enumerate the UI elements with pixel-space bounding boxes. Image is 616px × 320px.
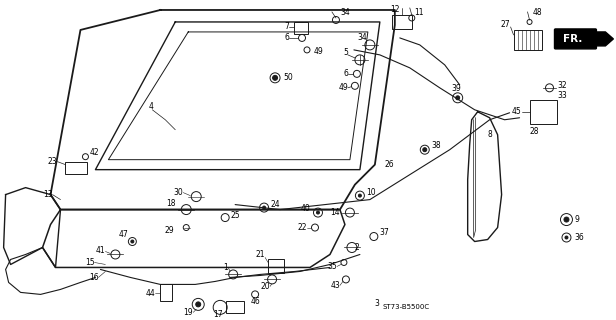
Text: 43: 43 [330, 281, 340, 290]
Text: 27: 27 [501, 20, 511, 29]
Text: 17: 17 [213, 310, 223, 319]
Text: 41: 41 [95, 246, 105, 255]
Text: 28: 28 [530, 127, 539, 136]
Text: 29: 29 [164, 226, 174, 235]
Circle shape [262, 206, 265, 209]
Text: 36: 36 [575, 233, 584, 242]
Text: 4: 4 [148, 102, 153, 111]
Text: 44: 44 [145, 289, 155, 298]
Text: 7: 7 [284, 22, 289, 31]
Text: 22: 22 [298, 223, 307, 232]
Bar [160, 284, 172, 301]
Circle shape [317, 211, 320, 214]
Text: 13: 13 [43, 190, 52, 199]
FancyArrow shape [593, 32, 614, 46]
Circle shape [564, 217, 569, 222]
Text: 49: 49 [314, 47, 324, 56]
Text: 2: 2 [355, 243, 360, 252]
Bar [530, 100, 557, 124]
Bar [268, 260, 284, 274]
Bar [514, 30, 541, 50]
Text: 30: 30 [174, 188, 183, 197]
Text: 42: 42 [89, 148, 99, 157]
Text: 32: 32 [557, 81, 567, 90]
Circle shape [456, 96, 460, 100]
Text: ST73-B5500C: ST73-B5500C [383, 304, 430, 310]
Text: 6: 6 [284, 33, 289, 43]
Text: 10: 10 [366, 188, 376, 197]
Text: 14: 14 [330, 208, 340, 217]
Text: 9: 9 [575, 215, 579, 224]
Text: 34: 34 [358, 33, 368, 43]
Circle shape [565, 236, 568, 239]
Text: 21: 21 [256, 250, 265, 259]
Text: 45: 45 [512, 107, 522, 116]
Text: 33: 33 [557, 91, 567, 100]
Text: 11: 11 [414, 8, 423, 18]
Text: 15: 15 [85, 258, 94, 267]
Text: 12: 12 [390, 5, 400, 14]
Text: 8: 8 [488, 130, 492, 139]
Text: 6: 6 [343, 69, 348, 78]
Bar [294, 22, 308, 34]
Text: 50: 50 [283, 73, 293, 82]
Circle shape [196, 302, 201, 307]
Text: 1: 1 [224, 263, 228, 272]
Bar [65, 162, 87, 174]
Bar [226, 301, 244, 313]
Text: 40: 40 [300, 204, 310, 213]
Text: 34: 34 [340, 8, 350, 18]
Text: 47: 47 [119, 230, 128, 239]
Circle shape [131, 240, 134, 243]
Text: 26: 26 [385, 160, 394, 169]
Text: 35: 35 [327, 262, 337, 271]
Text: 5: 5 [343, 48, 348, 57]
Text: 48: 48 [533, 8, 542, 18]
Circle shape [359, 194, 362, 197]
Text: 38: 38 [432, 141, 442, 150]
Text: 37: 37 [380, 228, 389, 237]
Circle shape [272, 75, 278, 80]
Text: 19: 19 [184, 308, 193, 317]
Text: FR.: FR. [564, 34, 583, 44]
Bar [392, 15, 411, 29]
FancyBboxPatch shape [554, 29, 596, 49]
Text: 24: 24 [270, 200, 280, 209]
Text: 16: 16 [89, 273, 99, 282]
Text: 39: 39 [452, 84, 461, 93]
Text: 49: 49 [338, 83, 348, 92]
Text: 46: 46 [250, 297, 260, 306]
Text: 25: 25 [230, 211, 240, 220]
Text: 20: 20 [261, 282, 270, 291]
Circle shape [423, 148, 427, 152]
Text: 3: 3 [375, 299, 379, 308]
Text: 18: 18 [166, 199, 176, 208]
Text: 23: 23 [48, 157, 57, 166]
